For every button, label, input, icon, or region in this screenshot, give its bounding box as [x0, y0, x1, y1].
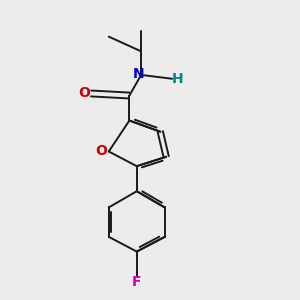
Text: O: O: [79, 86, 91, 100]
Text: O: O: [95, 145, 107, 158]
Text: H: H: [172, 72, 183, 86]
Text: N: N: [132, 67, 144, 81]
Text: F: F: [132, 275, 142, 290]
